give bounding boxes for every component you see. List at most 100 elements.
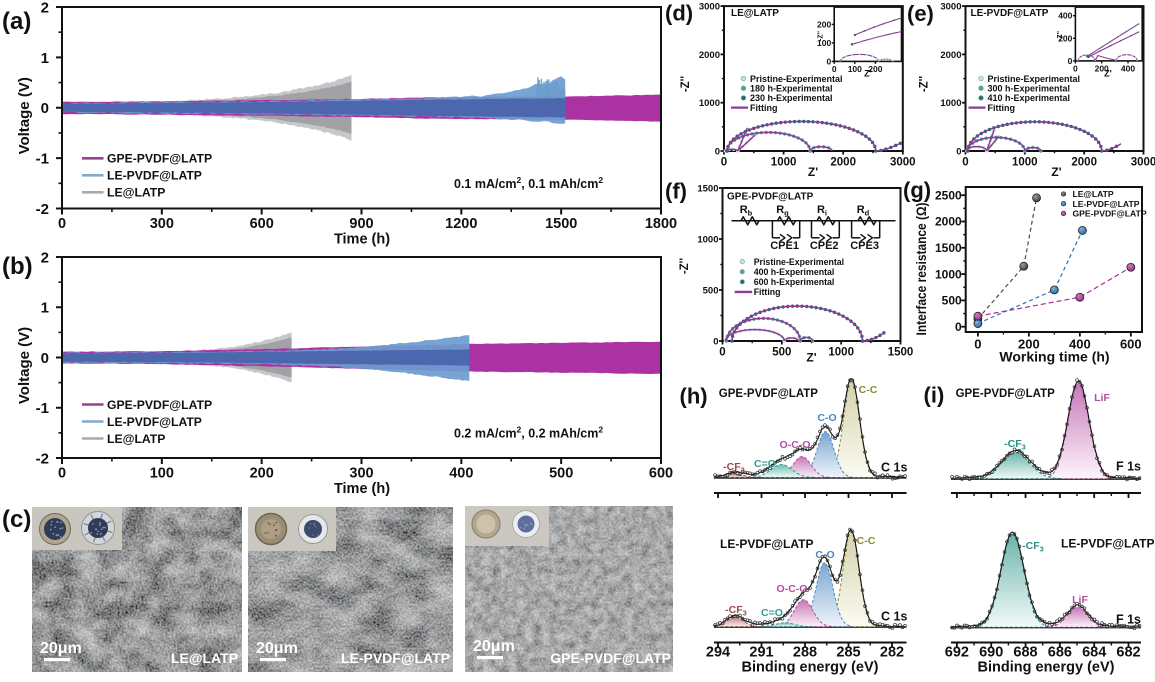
svg-text:Time (h): Time (h)	[334, 481, 390, 497]
svg-text:Fitting: Fitting	[988, 103, 1016, 113]
svg-text:Pristine-Experimental: Pristine-Experimental	[754, 257, 844, 267]
svg-text:GPE-PVDF@LATP: GPE-PVDF@LATP	[107, 152, 212, 166]
svg-text:C-C: C-C	[859, 384, 878, 396]
svg-text:F 1s: F 1s	[1116, 460, 1141, 474]
svg-text:0: 0	[1068, 56, 1073, 66]
svg-text:GPE-PVDF@LATP: GPE-PVDF@LATP	[956, 388, 1056, 400]
svg-text:2500: 2500	[935, 188, 962, 202]
svg-text:(f): (f)	[665, 179, 687, 204]
svg-text:Z': Z'	[1051, 165, 1061, 179]
svg-text:2000: 2000	[1071, 157, 1097, 169]
svg-text:686: 686	[1048, 645, 1072, 661]
svg-text:400: 400	[1069, 337, 1091, 352]
svg-text:LE@LATP: LE@LATP	[731, 8, 779, 19]
svg-text:LE@LATP: LE@LATP	[107, 432, 165, 446]
svg-text:500: 500	[942, 294, 962, 308]
svg-text:180 h-Experimental: 180 h-Experimental	[750, 84, 833, 94]
svg-text:CPE1: CPE1	[770, 240, 799, 252]
svg-text:410 h-Experimental: 410 h-Experimental	[988, 93, 1071, 103]
svg-text:900: 900	[349, 216, 373, 232]
svg-text:3000: 3000	[1131, 157, 1155, 169]
svg-text:1000: 1000	[828, 347, 854, 359]
svg-text:Ri: Ri	[817, 204, 827, 218]
svg-text:200: 200	[868, 64, 882, 74]
svg-text:200: 200	[1058, 33, 1072, 43]
svg-text:1000: 1000	[940, 98, 961, 109]
svg-text:Binding energy (eV): Binding energy (eV)	[742, 660, 879, 676]
svg-text:LiF: LiF	[1072, 594, 1088, 606]
svg-text:-Z'': -Z''	[919, 76, 931, 93]
svg-text:400: 400	[1121, 63, 1135, 73]
svg-text:LE-PVDF@LATP: LE-PVDF@LATP	[1061, 537, 1154, 551]
svg-text:0.1 mA/cm2, 0.1 mAh/cm2: 0.1 mA/cm2, 0.1 mAh/cm2	[454, 175, 603, 191]
svg-text:3000: 3000	[699, 2, 720, 13]
svg-text:20μm: 20μm	[473, 638, 515, 655]
svg-text:0: 0	[721, 157, 727, 169]
svg-text:300: 300	[349, 466, 373, 482]
svg-text:Time (h): Time (h)	[334, 232, 390, 248]
svg-text:500: 500	[703, 286, 719, 297]
svg-text:0: 0	[962, 157, 968, 169]
svg-text:-Z'': -Z''	[1057, 31, 1064, 41]
svg-text:(e): (e)	[907, 1, 934, 26]
svg-text:LE@LATP: LE@LATP	[171, 650, 238, 666]
svg-text:Pristine-Experimental: Pristine-Experimental	[988, 74, 1081, 84]
svg-text:300: 300	[150, 216, 174, 232]
svg-text:GPE-PVDF@LATP: GPE-PVDF@LATP	[719, 388, 819, 400]
svg-text:Z': Z'	[808, 165, 818, 179]
svg-text:300 h-Experimental: 300 h-Experimental	[988, 84, 1071, 94]
svg-text:0: 0	[713, 337, 718, 348]
svg-text:0: 0	[974, 337, 981, 352]
svg-text:600: 600	[649, 466, 673, 482]
svg-text:Binding energy (eV): Binding energy (eV)	[978, 660, 1115, 676]
svg-text:20μm: 20μm	[40, 640, 82, 657]
svg-text:-CF3: -CF3	[1004, 438, 1026, 452]
svg-text:C 1s: C 1s	[881, 610, 907, 624]
svg-text:0: 0	[832, 64, 837, 74]
svg-text:C-O: C-O	[817, 412, 836, 424]
svg-text:3000: 3000	[890, 157, 916, 169]
svg-text:Fitting: Fitting	[754, 287, 781, 297]
svg-text:Pristine-Experimental: Pristine-Experimental	[750, 74, 843, 84]
svg-text:682: 682	[1116, 645, 1140, 661]
svg-text:C-C: C-C	[857, 535, 876, 547]
svg-text:0: 0	[715, 147, 720, 158]
svg-text:0: 0	[956, 147, 961, 158]
svg-text:291: 291	[749, 645, 773, 661]
svg-text:Interface resistance (Ω): Interface resistance (Ω)	[914, 203, 929, 336]
svg-text:Voltage (V): Voltage (V)	[16, 327, 33, 404]
svg-text:GPE-PVDF@LATP: GPE-PVDF@LATP	[1073, 209, 1147, 219]
svg-text:230 h-Experimental: 230 h-Experimental	[750, 93, 833, 103]
svg-text:-CF3: -CF3	[1022, 540, 1044, 554]
svg-text:CPE3: CPE3	[850, 240, 879, 252]
svg-text:Fitting: Fitting	[750, 103, 778, 113]
svg-text:1: 1	[41, 50, 49, 67]
svg-text:1000: 1000	[771, 157, 797, 169]
svg-text:0: 0	[826, 56, 831, 66]
svg-text:C=O: C=O	[754, 458, 776, 470]
svg-text:0: 0	[41, 350, 49, 367]
svg-text:LE-PVDF@LATP: LE-PVDF@LATP	[720, 537, 813, 551]
svg-text:-1: -1	[36, 400, 49, 417]
svg-text:(h): (h)	[680, 384, 708, 409]
svg-text:(d): (d)	[665, 1, 693, 26]
svg-text:1500: 1500	[935, 241, 962, 255]
svg-text:-CF3: -CF3	[725, 604, 747, 618]
svg-text:2: 2	[41, 249, 49, 266]
svg-text:2000: 2000	[830, 157, 856, 169]
svg-text:(i): (i)	[924, 383, 945, 408]
svg-text:1500: 1500	[697, 184, 718, 195]
svg-text:LE-PVDF@LATP: LE-PVDF@LATP	[971, 8, 1049, 19]
svg-text:-Z'': -Z''	[680, 76, 692, 93]
svg-text:500: 500	[549, 466, 573, 482]
svg-text:200: 200	[250, 466, 274, 482]
svg-text:-Z'': -Z''	[818, 31, 825, 41]
svg-text:684: 684	[1082, 645, 1106, 661]
svg-text:1000: 1000	[1012, 157, 1038, 169]
svg-text:C 1s: C 1s	[881, 461, 907, 475]
svg-text:(a): (a)	[2, 8, 31, 35]
svg-text:(b): (b)	[2, 253, 33, 280]
svg-text:-2: -2	[36, 450, 49, 467]
svg-text:20μm: 20μm	[256, 640, 298, 657]
svg-text:F 1s: F 1s	[1116, 613, 1141, 627]
